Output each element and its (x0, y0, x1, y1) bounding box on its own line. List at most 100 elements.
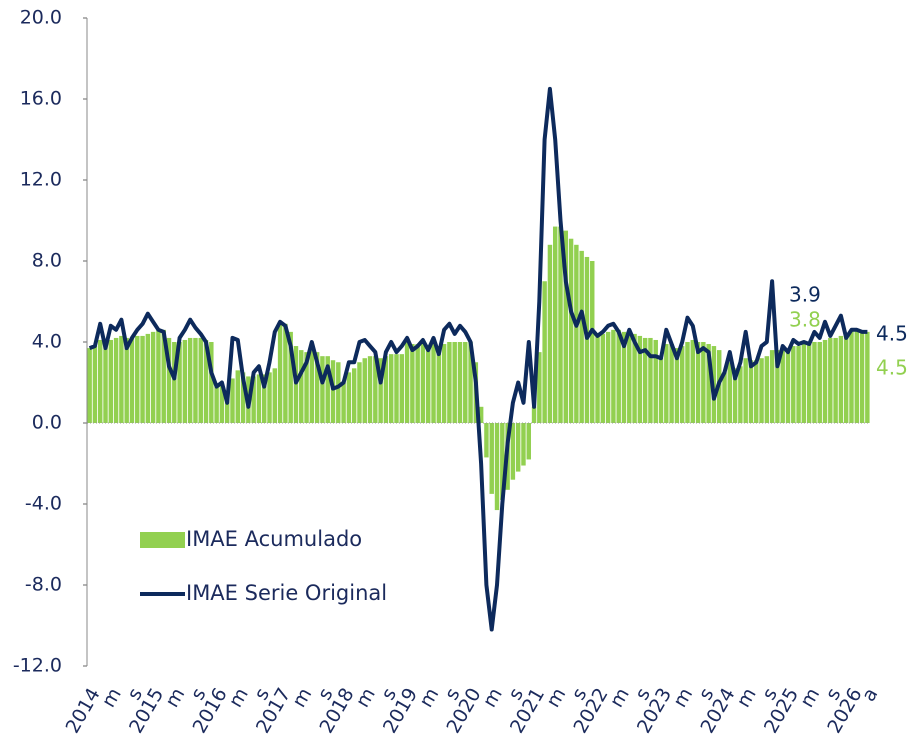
bar (87, 348, 92, 423)
bar (849, 329, 854, 423)
y-tick-label: 0.0 (32, 412, 62, 434)
bar (822, 339, 828, 423)
bar (801, 344, 807, 423)
bar (415, 344, 420, 423)
bar (129, 337, 135, 423)
bar (378, 358, 383, 423)
bar (468, 342, 473, 423)
bar (843, 335, 849, 423)
bar (262, 374, 267, 423)
bar (743, 358, 748, 423)
bar (420, 344, 426, 423)
bar (579, 250, 584, 423)
bar (304, 352, 309, 423)
bar (817, 342, 822, 423)
bar (177, 342, 182, 423)
annotation: 4.5 (876, 356, 908, 380)
bar (230, 378, 235, 423)
bar (791, 346, 796, 423)
bar (780, 350, 785, 423)
bar (150, 331, 156, 423)
bar (441, 344, 447, 423)
bar (431, 344, 436, 423)
bar (722, 372, 727, 423)
bar (399, 354, 405, 423)
bar (748, 360, 754, 423)
bar (463, 342, 468, 423)
bar (806, 344, 812, 423)
bar (833, 337, 838, 423)
bar (568, 238, 574, 423)
bar (145, 333, 151, 423)
bar (859, 331, 865, 423)
legend-label: IMAE Serie Original (186, 581, 387, 605)
bar (595, 335, 600, 423)
bar (277, 321, 283, 423)
annotation: 3.9 (789, 283, 821, 307)
bar (267, 372, 272, 423)
bar (209, 342, 214, 423)
x-tick-label: m (796, 684, 824, 711)
bar (256, 374, 262, 423)
bar (135, 335, 140, 423)
bar (738, 366, 743, 423)
bar (383, 356, 389, 423)
bar (410, 344, 415, 423)
bar (113, 337, 119, 423)
bar (314, 352, 320, 423)
bar (172, 342, 177, 423)
x-tick-label: m (479, 684, 507, 711)
bar (679, 346, 685, 423)
bar (299, 350, 304, 423)
bar (426, 346, 431, 423)
bar (293, 346, 299, 423)
legend-swatch (140, 532, 185, 548)
x-tick-label: m (669, 684, 697, 711)
bar (119, 335, 124, 423)
x-tick-label: m (225, 684, 253, 711)
bar (706, 344, 711, 423)
bar (388, 354, 394, 423)
bar (584, 256, 590, 423)
bar (605, 331, 611, 423)
bar (240, 372, 246, 423)
bar (828, 337, 833, 423)
bar (658, 358, 664, 423)
annotation: 3.8 (789, 308, 821, 332)
bar (563, 230, 569, 423)
bar (235, 370, 241, 423)
bar (224, 390, 230, 423)
bar (558, 226, 563, 423)
bar (367, 356, 373, 423)
bar (785, 352, 791, 423)
bar (695, 342, 701, 423)
bar (309, 350, 315, 423)
x-tick-label: m (98, 684, 126, 711)
bar (590, 261, 595, 423)
bar (500, 423, 505, 500)
y-tick-label: 8.0 (32, 250, 62, 272)
bar (394, 354, 399, 423)
bar (140, 335, 145, 423)
bar (452, 342, 457, 423)
bar (854, 329, 859, 423)
y-tick-label: -8.0 (25, 574, 62, 596)
bar (621, 331, 627, 423)
x-tick-label: m (288, 684, 316, 711)
bar (637, 335, 643, 423)
bar (653, 339, 658, 423)
bar (616, 329, 621, 423)
bar (478, 406, 484, 423)
bar (457, 342, 463, 423)
bar (510, 423, 516, 480)
bar (531, 406, 537, 423)
bar (193, 337, 198, 423)
bar (362, 358, 367, 423)
bar (674, 348, 680, 423)
bar (103, 342, 108, 423)
bar (325, 356, 330, 423)
legend-label: IMAE Acumulado (186, 527, 362, 551)
bar (542, 281, 547, 423)
x-tick-label: m (605, 684, 633, 711)
